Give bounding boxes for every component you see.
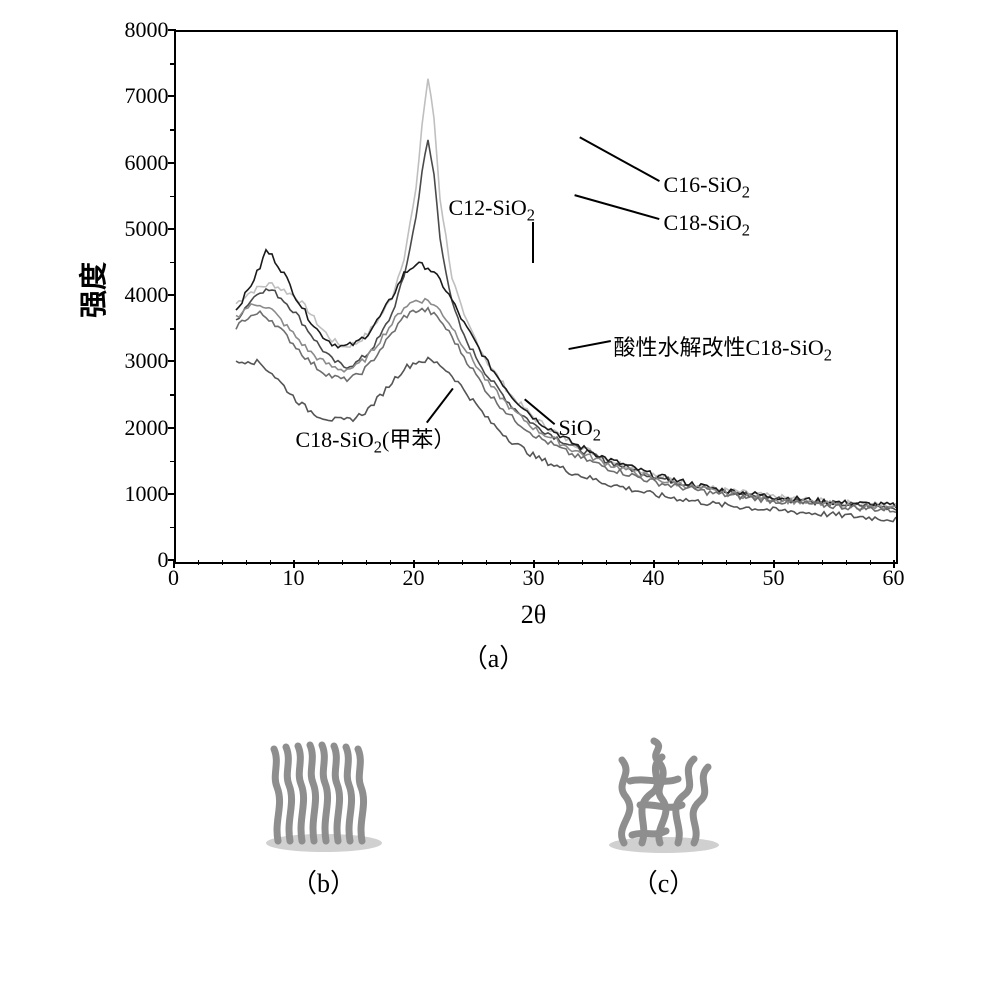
series-label-C18-SiO2(甲苯): C18-SiO2(甲苯） bbox=[296, 422, 456, 457]
xtick-label: 50 bbox=[763, 565, 785, 591]
ytick-label: 6000 bbox=[114, 150, 169, 176]
xrd-chart: 强度 2θ 010002000300040005000600070008000 … bbox=[54, 20, 934, 630]
ytick-label: 7000 bbox=[114, 83, 169, 109]
series-label-C18-SiO2: C18-SiO2 bbox=[664, 210, 751, 240]
xtick-label: 0 bbox=[168, 565, 179, 591]
subfig-a-label: （a） bbox=[20, 638, 967, 675]
series-label-SiO2: SiO2 bbox=[559, 415, 602, 445]
plot-box bbox=[174, 30, 898, 564]
ytick-label: 4000 bbox=[114, 282, 169, 308]
sketch-ordered-chains bbox=[244, 735, 404, 855]
subfig-b-label: （b） bbox=[291, 863, 356, 900]
figure-container: 强度 2θ 010002000300040005000600070008000 … bbox=[20, 20, 967, 900]
subfig-b: （b） bbox=[244, 735, 404, 900]
xtick-label: 40 bbox=[643, 565, 665, 591]
sketch-disordered-chains bbox=[584, 735, 744, 855]
xtick-label: 30 bbox=[523, 565, 545, 591]
ytick-label: 5000 bbox=[114, 216, 169, 242]
series-label-酸性水解改性C18-SiO2: 酸性水解改性C18-SiO2 bbox=[614, 330, 833, 365]
xtick-label: 10 bbox=[283, 565, 305, 591]
ytick-label: 1000 bbox=[114, 481, 169, 507]
x-axis-label: 2θ bbox=[521, 600, 546, 630]
xtick-label: 60 bbox=[883, 565, 905, 591]
subfig-row: （b） （c） bbox=[20, 735, 967, 900]
ytick-label: 2000 bbox=[114, 415, 169, 441]
ytick-label: 0 bbox=[114, 547, 169, 573]
y-axis-label: 强度 bbox=[72, 262, 112, 318]
series-C12-SiO2 bbox=[236, 250, 896, 508]
series-label-C16-SiO2: C16-SiO2 bbox=[664, 172, 751, 202]
leader-line bbox=[532, 222, 534, 263]
plot-svg bbox=[176, 32, 896, 562]
xtick-label: 20 bbox=[403, 565, 425, 591]
subfig-c: （c） bbox=[584, 735, 744, 900]
ytick-label: 3000 bbox=[114, 348, 169, 374]
subfig-c-label: （c） bbox=[632, 863, 696, 900]
ytick-label: 8000 bbox=[114, 17, 169, 43]
series-label-C12-SiO2: C12-SiO2 bbox=[449, 195, 536, 225]
